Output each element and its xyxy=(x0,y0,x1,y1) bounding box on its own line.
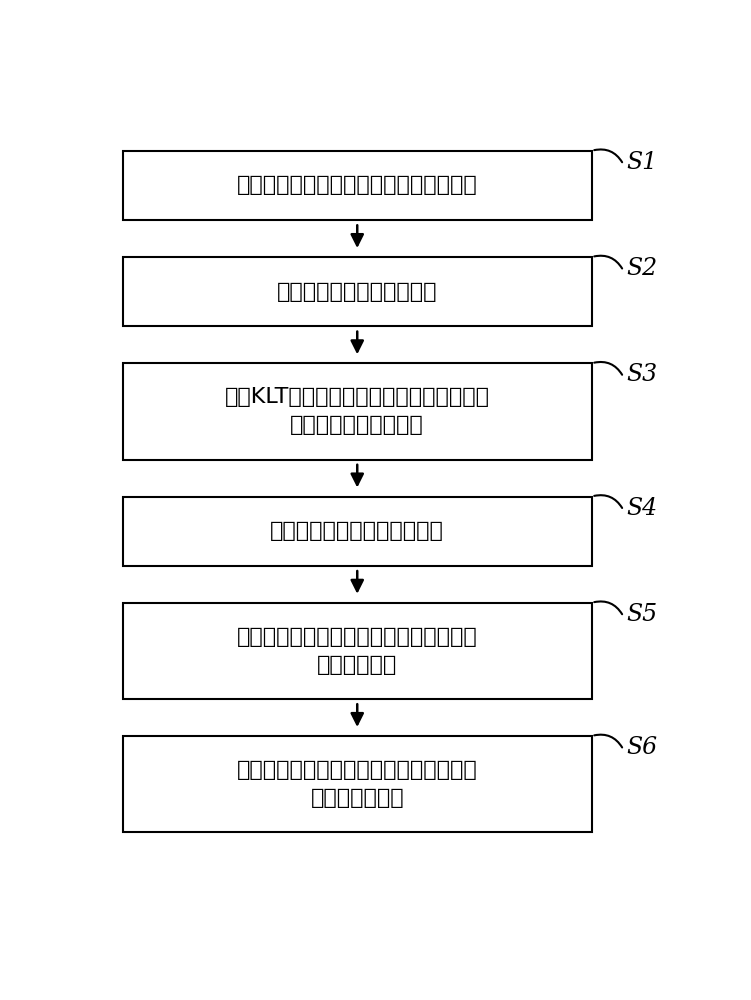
Text: S2: S2 xyxy=(626,257,658,280)
Text: S4: S4 xyxy=(626,497,658,520)
Text: 对三帧图像进行特征点检测: 对三帧图像进行特征点检测 xyxy=(277,282,438,302)
Text: S5: S5 xyxy=(626,603,658,626)
Text: 基于KLT的背景校正算法，计算特征点偏移
量，并对图像进行校正: 基于KLT的背景校正算法，计算特征点偏移 量，并对图像进行校正 xyxy=(225,387,490,435)
Text: S1: S1 xyxy=(626,151,658,174)
Bar xyxy=(123,257,592,326)
Text: 将前景掩码进行二值化并进行目标分割以
及盲闪元剔除: 将前景掩码进行二值化并进行目标分割以 及盲闪元剔除 xyxy=(237,627,478,675)
Bar xyxy=(123,603,592,699)
Text: S6: S6 xyxy=(626,736,658,759)
Text: S3: S3 xyxy=(626,363,658,386)
Bar xyxy=(123,736,592,832)
Text: 三帧差分，得到前景掩码图像: 三帧差分，得到前景掩码图像 xyxy=(270,521,444,541)
Bar xyxy=(123,151,592,220)
Text: 从输入视频序列中提取三帧相邻图像数据: 从输入视频序列中提取三帧相邻图像数据 xyxy=(237,175,478,195)
Bar xyxy=(123,497,592,566)
Bar xyxy=(123,363,592,460)
Text: 将当前帧数据与历史帧数据进行关联，得
到新的目标信息: 将当前帧数据与历史帧数据进行关联，得 到新的目标信息 xyxy=(237,760,478,808)
